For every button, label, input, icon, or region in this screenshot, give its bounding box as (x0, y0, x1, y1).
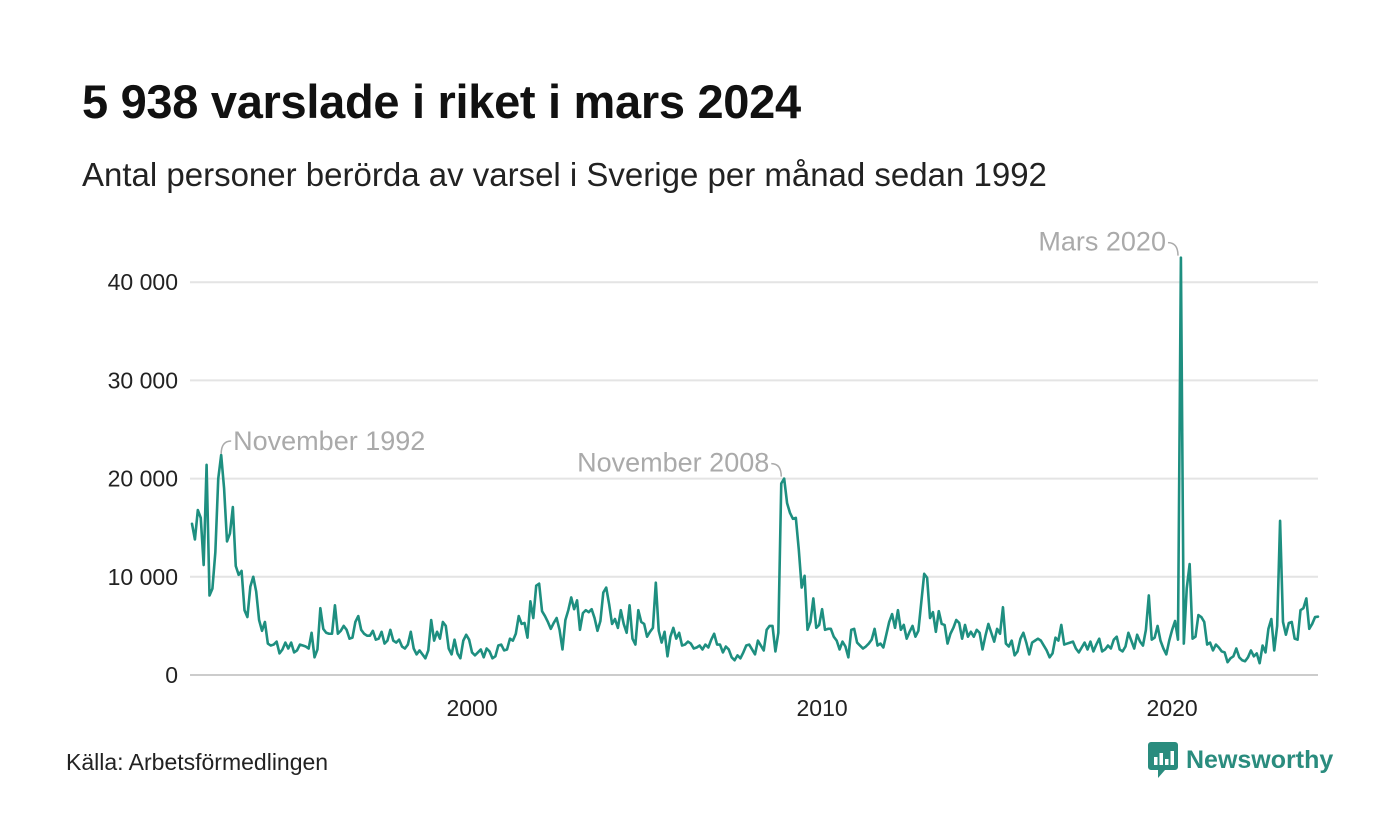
annotation: Mars 2020 (1038, 227, 1179, 257)
brand-logo: Newsworthy (1148, 742, 1333, 778)
source-note: Källa: Arbetsförmedlingen (66, 749, 329, 775)
annotation: November 1992 (220, 426, 425, 456)
y-tick-label: 40 000 (108, 269, 178, 295)
annotation-label: November 2008 (577, 448, 769, 478)
x-tick-label: 2020 (1147, 695, 1198, 721)
annotation: November 2008 (577, 448, 783, 478)
gridlines (190, 281, 1318, 676)
annotation-label: November 1992 (233, 426, 425, 456)
annotation-connector (771, 462, 783, 477)
x-tick-label: 2010 (797, 695, 848, 721)
chart-subtitle: Antal personer berörda av varsel i Sveri… (82, 156, 1047, 193)
y-tick-label: 0 (165, 662, 178, 688)
y-axis-tick-labels: 0 10 000 20 000 30 000 40 000 (108, 269, 178, 688)
y-tick-label: 10 000 (108, 564, 178, 590)
series-line (190, 256, 1320, 665)
annotation-connector (1167, 241, 1179, 256)
x-axis-tick-labels: 2000 2010 2020 (446, 695, 1197, 721)
annotation-label: Mars 2020 (1038, 227, 1166, 257)
brand-name: Newsworthy (1186, 745, 1334, 774)
y-tick-label: 20 000 (108, 466, 178, 492)
chart-title: 5 938 varslade i riket i mars 2024 (82, 75, 801, 128)
x-tick-label: 2000 (446, 695, 497, 721)
bar-chart-speech-icon (1148, 742, 1178, 778)
y-tick-label: 30 000 (108, 367, 178, 393)
annotations: November 1992 November 2008 Mars 2020 (220, 227, 1179, 478)
annotation-connector (220, 440, 232, 455)
